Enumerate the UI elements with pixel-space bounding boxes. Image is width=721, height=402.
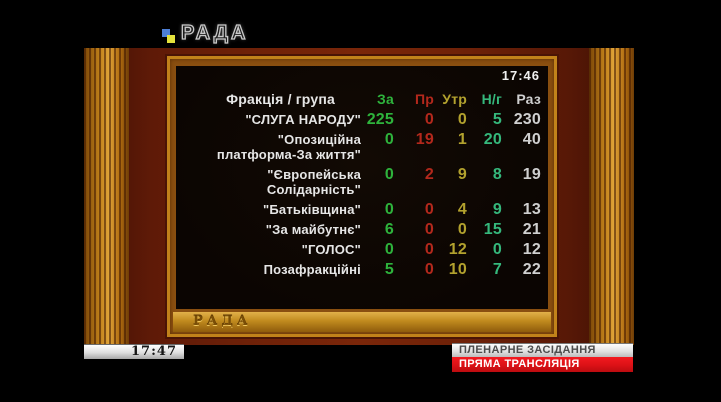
vote-value-cell: 12 — [448, 241, 467, 258]
timestamp-text: 17:47 — [131, 344, 177, 359]
faction-name-cell: "Опозиційна платформа-За життя" — [216, 132, 361, 162]
wooden-pillar-left — [84, 48, 129, 345]
vote-value-cell: 40 — [522, 131, 541, 148]
vote-value-cell: 19 — [415, 131, 434, 148]
vote-value-cell: 0 — [424, 261, 434, 278]
vote-value-cell: 0 — [384, 131, 394, 148]
vote-rows: "СЛУГА НАРОДУ" 225 0 0 5 230 "Опозиційна пла… — [176, 109, 541, 279]
channel-logo-text: РАДА — [180, 21, 249, 44]
voting-board: 17:46 Фракція / група За Пр Утр Н/г Раз "СЛУ… — [167, 56, 557, 337]
vote-value-cell: 7 — [492, 261, 502, 278]
faction-row: Позафракційні 5 0 10 7 22 — [176, 259, 541, 279]
vote-value-cell: 13 — [522, 201, 541, 218]
vote-value-cell: 0 — [384, 201, 394, 218]
voting-board-screen: 17:46 Фракція / група За Пр Утр Н/г Раз "СЛУ… — [176, 66, 548, 309]
column-header-4: Н/г — [481, 91, 502, 107]
vote-value-cell: 5 — [492, 111, 502, 128]
faction-column-header: Фракція / група — [226, 91, 335, 107]
channel-logo: РАДА — [160, 20, 248, 46]
faction-row: "За майбутнє" 6 0 0 15 21 — [176, 219, 541, 239]
faction-row: "СЛУГА НАРОДУ" 225 0 0 5 230 — [176, 109, 541, 129]
timestamp-box: 17:47 — [84, 344, 184, 359]
vote-value-cell: 8 — [492, 166, 502, 183]
vote-value-cell: 0 — [384, 166, 394, 183]
vote-value-cell: 19 — [522, 166, 541, 183]
faction-name-cell: "ГОЛОС" — [301, 242, 361, 257]
column-header-3: Утр — [442, 91, 467, 107]
faction-row: "Опозиційна платформа-За життя" 0 19 1 20 40 — [176, 129, 541, 164]
column-header-2: Пр — [414, 91, 434, 107]
vote-value-cell: 0 — [457, 221, 467, 238]
vote-value-cell: 4 — [457, 201, 467, 218]
vote-value-cell: 0 — [424, 111, 434, 128]
faction-row: "ГОЛОС" 0 0 12 0 12 — [176, 239, 541, 259]
vote-table: Фракція / група За Пр Утр Н/г Раз "СЛУГА НАР… — [176, 89, 541, 279]
board-clock: 17:46 — [501, 68, 540, 83]
board-emblem-strip: РАДА — [173, 312, 551, 332]
vote-value-cell: 0 — [384, 241, 394, 258]
vote-value-cell: 230 — [513, 111, 541, 128]
vote-value-cell: 12 — [522, 241, 541, 258]
caption-live: ПРЯМА ТРАНСЛЯЦІЯ — [452, 357, 633, 372]
vote-value-cell: 20 — [483, 131, 502, 148]
faction-name-cell: "Батьківщина" — [262, 202, 361, 217]
vote-value-cell: 22 — [522, 261, 541, 278]
wooden-pillar-right — [589, 48, 634, 345]
vote-value-cell: 0 — [457, 111, 467, 128]
vote-value-cell: 9 — [492, 201, 502, 218]
column-header-1: За — [377, 91, 394, 107]
faction-name-cell: "Європейська Солідарність" — [266, 167, 361, 197]
column-header-5: Раз — [516, 91, 541, 107]
faction-row: "Батьківщина" 0 0 4 9 13 — [176, 199, 541, 219]
board-emblem-text: РАДА — [193, 314, 252, 329]
board-header-row: Фракція / група За Пр Утр Н/г Раз — [176, 89, 541, 109]
vote-value-cell: 0 — [424, 221, 434, 238]
vote-value-cell: 0 — [424, 241, 434, 258]
faction-name-cell: Позафракційні — [263, 262, 361, 277]
caption-session: ПЛЕНАРНЕ ЗАСІДАННЯ — [452, 343, 633, 357]
vote-value-cell: 1 — [457, 131, 467, 148]
vote-value-cell: 5 — [384, 261, 394, 278]
logo-blue-square — [162, 29, 170, 37]
vote-value-cell: 225 — [366, 111, 394, 128]
rada-channel-icon — [160, 23, 177, 43]
vote-value-cell: 15 — [483, 221, 502, 238]
faction-name-cell: "За майбутнє" — [265, 222, 361, 237]
vote-value-cell: 0 — [424, 201, 434, 218]
faction-row: "Європейська Солідарність" 0 2 9 8 19 — [176, 164, 541, 199]
faction-name-cell: "СЛУГА НАРОДУ" — [245, 112, 361, 127]
vote-value-cell: 9 — [457, 166, 467, 183]
vote-value-cell: 10 — [448, 261, 467, 278]
vote-value-cell: 21 — [522, 221, 541, 238]
vote-value-cell: 0 — [492, 241, 502, 258]
logo-yellow-square — [167, 35, 175, 43]
vote-value-cell: 6 — [384, 221, 394, 238]
vote-value-cell: 2 — [424, 166, 434, 183]
